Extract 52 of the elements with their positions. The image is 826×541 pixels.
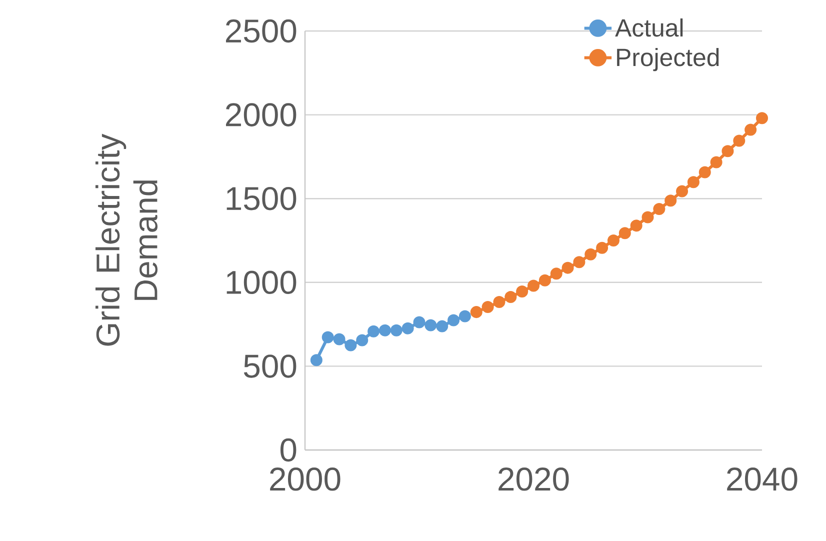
x-tick-label: 2000 <box>270 468 340 491</box>
point <box>550 268 562 280</box>
point <box>710 156 722 168</box>
point <box>504 290 517 303</box>
y-tick-label: 1500 <box>226 186 296 210</box>
point <box>458 310 471 322</box>
point <box>470 306 482 318</box>
point <box>698 166 711 178</box>
point <box>436 320 448 332</box>
point <box>664 194 677 207</box>
point <box>733 134 746 147</box>
point <box>390 324 402 336</box>
point <box>368 325 380 338</box>
y-tick-label: 2500 <box>226 19 296 43</box>
point <box>687 176 700 188</box>
point <box>562 262 574 274</box>
y-tick-label: 0 <box>280 438 296 462</box>
x-tick-label: 2020 <box>498 468 569 491</box>
point <box>756 112 768 124</box>
point <box>722 145 734 158</box>
x-tick-label: 2040 <box>727 468 798 491</box>
legend-label: Projected <box>617 48 719 72</box>
point <box>516 285 528 298</box>
point <box>642 211 654 224</box>
point <box>424 319 437 332</box>
point <box>584 248 597 260</box>
point <box>653 202 666 215</box>
point <box>538 274 551 286</box>
point <box>402 322 414 334</box>
point <box>630 220 642 232</box>
point <box>448 314 460 326</box>
y-tick-label: 1000 <box>226 270 296 294</box>
point <box>322 331 334 344</box>
point <box>344 339 357 352</box>
y-tick-label: 500 <box>244 354 296 378</box>
y-tick-label: 2000 <box>226 103 296 126</box>
point <box>413 316 426 328</box>
point <box>596 242 608 254</box>
point <box>618 227 631 240</box>
legend-label: Actual <box>615 18 683 37</box>
point <box>573 256 586 268</box>
point <box>744 124 757 136</box>
point <box>482 301 494 314</box>
point <box>378 324 391 336</box>
point <box>676 185 688 198</box>
point <box>310 354 322 366</box>
point <box>333 333 346 346</box>
point <box>356 334 368 346</box>
point <box>528 280 540 292</box>
point <box>607 234 620 246</box>
point <box>493 296 506 308</box>
y-axis-title: Grid Electricity Demand <box>95 134 158 346</box>
